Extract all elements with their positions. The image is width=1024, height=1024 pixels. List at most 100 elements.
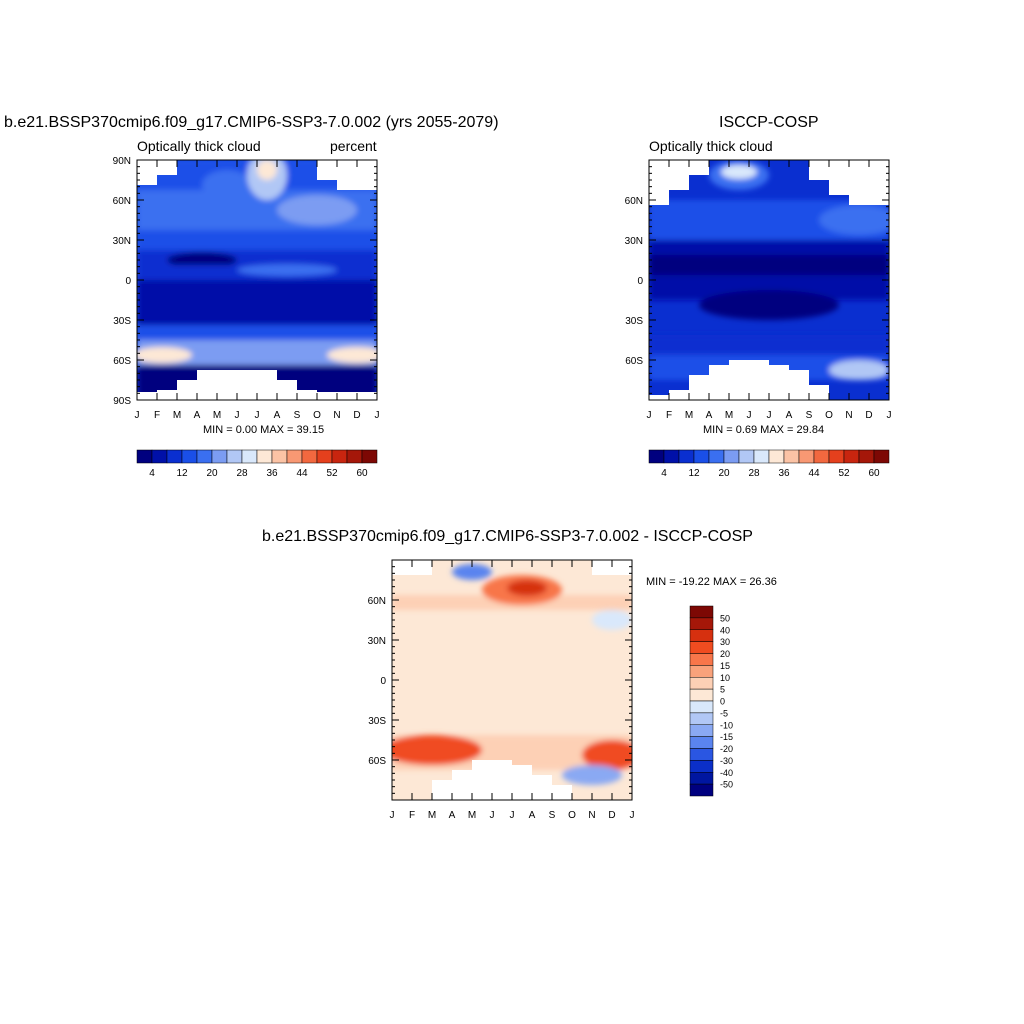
x-tick-label: A — [194, 410, 201, 421]
panel2-title: ISCCP-COSP — [719, 114, 819, 131]
colorbar-label: -5 — [720, 708, 728, 718]
colorbar-label: 40 — [720, 625, 730, 635]
colorbar-swatch — [768, 449, 785, 464]
y-tick-label: 60N — [625, 196, 643, 207]
panel2-stats: MIN = 0.69 MAX = 29.84 — [703, 424, 825, 436]
colorbar-swatch — [689, 712, 714, 725]
x-tick-label: M — [725, 410, 733, 421]
x-tick-label: O — [568, 810, 576, 821]
x-tick-label: A — [706, 410, 713, 421]
colorbar-swatch — [689, 748, 714, 761]
colorbar-label: 12 — [688, 468, 700, 479]
colorbar-swatch — [648, 449, 665, 464]
x-tick-label: S — [294, 410, 301, 421]
blob-eq-max — [237, 264, 337, 276]
panel3-heatmap: J F M A M J J A S O N D J 60N 30N 0 30S 60S — [368, 559, 635, 821]
colorbar-swatch — [689, 783, 714, 797]
colorbar-swatch — [689, 677, 714, 690]
x-tick-label: J — [647, 410, 652, 421]
x-tick-label: J — [630, 810, 635, 821]
colorbar-swatch — [708, 449, 725, 464]
blob-n-polar-1 — [202, 170, 252, 200]
colorbar-swatch — [689, 653, 714, 666]
x-tick-label: F — [154, 410, 160, 421]
y-tick-label: 60S — [368, 756, 386, 767]
blob-s-high-max1 — [392, 735, 482, 765]
colorbar-label: 60 — [868, 468, 880, 479]
colorbar-swatch — [798, 449, 815, 464]
y-tick-label: 30S — [113, 316, 131, 327]
colorbar-label: 20 — [206, 468, 218, 479]
colorbar-swatch — [151, 449, 168, 464]
band-n-mid — [649, 240, 889, 255]
y-tick-label: 90N — [113, 156, 131, 167]
band-s-mid — [137, 325, 377, 340]
panel2-colorbar: 4 12 20 28 36 44 52 60 — [648, 449, 890, 479]
x-tick-label: S — [549, 810, 556, 821]
blob-n-polar-max — [507, 580, 547, 596]
missing-bottom-p3 — [432, 760, 572, 800]
colorbar-label: 15 — [720, 661, 730, 671]
x-tick-label: A — [274, 410, 281, 421]
blob-s-high-max — [829, 360, 889, 380]
x-tick-label: J — [390, 810, 395, 821]
blob-n-polar-neg — [452, 564, 492, 580]
x-tick-label: O — [313, 410, 321, 421]
panel3-stats: MIN = -19.22 MAX = 26.36 — [646, 576, 777, 588]
blob-n-polar-3 — [257, 160, 277, 180]
blob-n-polar-2 — [721, 165, 757, 179]
colorbar-label: 20 — [718, 468, 730, 479]
colorbar-swatch — [241, 449, 258, 464]
y-tick-label: 60N — [368, 596, 386, 607]
colorbar-swatch — [196, 449, 213, 464]
colorbar-label: -20 — [720, 744, 733, 754]
panel1-stats: MIN = 0.00 MAX = 39.15 — [203, 424, 325, 436]
colorbar-swatch — [211, 449, 228, 464]
colorbar-swatch — [316, 449, 333, 464]
colorbar-swatch — [136, 449, 153, 464]
colorbar-label: 28 — [236, 468, 248, 479]
colorbar-label: -50 — [720, 780, 733, 790]
colorbar-swatch — [783, 449, 800, 464]
colorbar-swatch — [689, 700, 714, 714]
colorbar-label: 20 — [720, 649, 730, 659]
panel3-title: b.e21.BSSP370cmip6.f09_g17.CMIP6-SSP3-7.… — [262, 528, 753, 545]
x-tick-label: J — [135, 410, 140, 421]
colorbar-swatch — [689, 736, 714, 749]
colorbar-swatch — [689, 605, 714, 619]
colorbar-label: 44 — [808, 468, 820, 479]
colorbar-swatch — [226, 449, 243, 464]
y-tick-label: 30N — [113, 236, 131, 247]
colorbar-swatch — [166, 449, 183, 464]
missing-top-p2 — [649, 160, 889, 205]
colorbar-label: -30 — [720, 756, 733, 766]
blob-s-polar-neg — [562, 765, 622, 785]
x-tick-label: J — [490, 810, 495, 821]
y-tick-label: 90S — [113, 396, 131, 407]
colorbar-label: -40 — [720, 768, 733, 778]
colorbar-swatch — [689, 665, 714, 678]
colorbar-label: 44 — [296, 468, 308, 479]
colorbar-swatch — [689, 724, 714, 737]
x-tick-label: J — [255, 410, 260, 421]
x-tick-label: J — [747, 410, 752, 421]
y-tick-label: 30N — [625, 236, 643, 247]
panel1-units-label: percent — [330, 138, 377, 154]
colorbar-label: 5 — [720, 685, 725, 695]
panel2-heatmap: J F M A M J J A S O N D J 60N 30N 0 30S 60S — [625, 159, 892, 421]
blob-s-high-max2 — [327, 347, 377, 363]
colorbar-label: 50 — [720, 613, 730, 623]
blob-n-trop-min — [167, 252, 237, 268]
x-tick-label: M — [468, 810, 476, 821]
colorbar-label: 12 — [176, 468, 188, 479]
y-tick-label: 60S — [625, 356, 643, 367]
blob-s-high-max2 — [582, 740, 632, 770]
x-tick-label: J — [235, 410, 240, 421]
missing-top-p3 — [392, 560, 632, 575]
blob-s-trop-min — [699, 290, 839, 320]
x-tick-label: D — [865, 410, 872, 421]
x-tick-label: J — [510, 810, 515, 821]
colorbar-swatch — [271, 449, 288, 464]
colorbar-label: 36 — [778, 468, 790, 479]
x-tick-label: J — [375, 410, 380, 421]
